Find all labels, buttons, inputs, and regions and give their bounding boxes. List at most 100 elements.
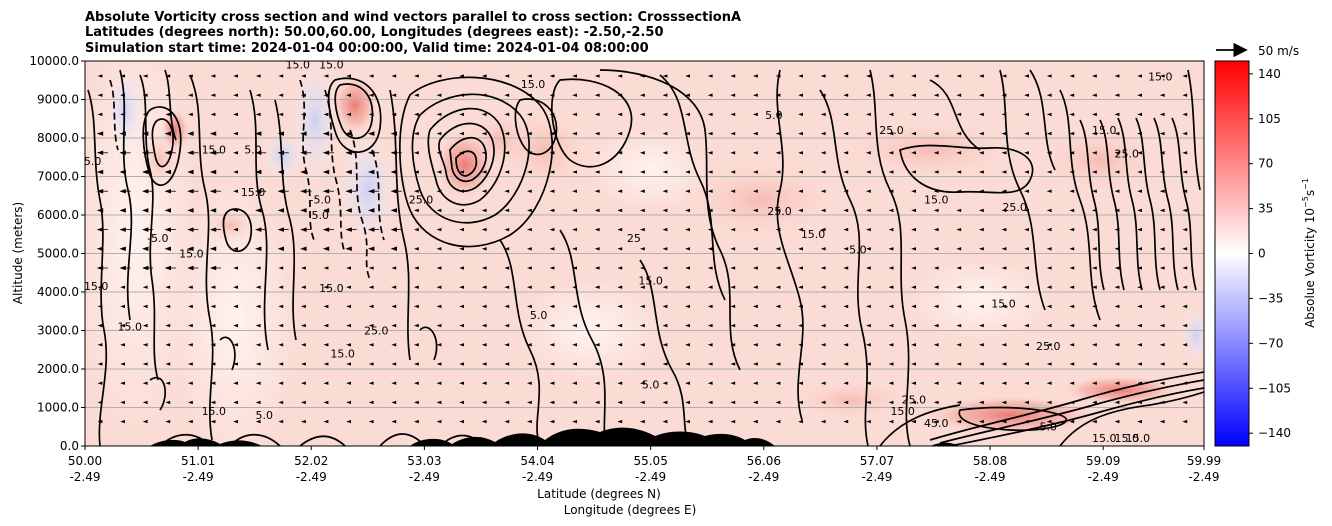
wind-vector	[640, 400, 645, 405]
wind-vector	[594, 362, 600, 366]
wind-vector	[888, 131, 894, 136]
wind-vector	[188, 419, 193, 424]
wind-vector	[1046, 247, 1052, 251]
wind-vector	[1069, 151, 1075, 155]
wind-vector	[843, 266, 849, 270]
wind-vector	[753, 151, 758, 155]
wind-vector	[527, 266, 532, 270]
wind-vector	[1046, 343, 1052, 347]
wind-vector	[979, 362, 984, 366]
contour-label: 15.0	[202, 405, 227, 418]
wind-vector	[956, 362, 962, 366]
y-tick-label: 4000.0	[37, 285, 79, 299]
wind-vector	[572, 131, 577, 136]
wind-vector	[209, 246, 217, 252]
wind-vector	[572, 112, 577, 117]
wind-vector	[142, 246, 149, 252]
wind-vector	[120, 400, 125, 405]
wind-vector	[1114, 285, 1120, 289]
wind-vector	[345, 169, 352, 175]
wind-vector	[436, 362, 442, 366]
wind-vector	[662, 323, 668, 328]
wind-vector	[911, 247, 916, 251]
contour-label: 5.0	[765, 109, 783, 122]
wind-vector	[1114, 343, 1120, 347]
wind-vector	[301, 362, 306, 366]
wind-vector	[345, 246, 352, 252]
wind-vector	[233, 323, 238, 328]
wind-vector	[188, 343, 193, 347]
x-tick-label-lon: -2.49	[748, 470, 779, 484]
wind-vector	[640, 247, 645, 251]
wind-vector	[707, 151, 713, 155]
wind-vector	[549, 285, 555, 289]
wind-vector	[1001, 381, 1007, 385]
wind-vector	[1092, 151, 1097, 155]
wind-vector	[346, 400, 351, 405]
wind-vector	[1092, 266, 1097, 270]
wind-vector	[685, 93, 690, 97]
wind-vector	[1159, 208, 1165, 213]
contour-label: 15.0	[890, 405, 915, 418]
wind-vector	[322, 246, 330, 252]
wind-vector	[368, 208, 375, 213]
wind-vector	[685, 74, 690, 78]
wind-vector	[165, 304, 171, 309]
wind-vector	[933, 74, 939, 78]
contour-label: 15.0	[319, 59, 344, 72]
wind-vector	[662, 362, 668, 366]
wind-vector	[685, 112, 690, 117]
wind-vector	[753, 247, 758, 251]
wind-vector	[1069, 227, 1075, 232]
wind-vector	[345, 188, 352, 194]
wind-vector	[1182, 208, 1188, 213]
wind-vector	[866, 189, 871, 193]
contour-label: 5.0	[255, 409, 273, 422]
wind-vector	[820, 304, 826, 309]
wind-vector	[1114, 74, 1120, 78]
wind-vector	[527, 362, 532, 366]
contour-label: 5.0	[530, 309, 548, 322]
wind-vector	[504, 400, 510, 405]
wind-vector	[1092, 343, 1097, 347]
wind-vector	[322, 169, 330, 175]
wind-vector	[866, 304, 871, 309]
wind-vector	[753, 343, 758, 347]
wind-vector	[888, 362, 894, 366]
wind-vector	[1114, 381, 1120, 385]
wind-vector	[640, 419, 645, 424]
wind-vector	[301, 304, 306, 309]
wind-vector	[1001, 285, 1007, 289]
wind-vector	[1024, 227, 1029, 232]
wind-vector	[594, 266, 600, 270]
wind-vector	[188, 400, 193, 405]
wind-vector	[188, 93, 193, 97]
wind-vector	[775, 151, 781, 155]
wind-vector	[1001, 247, 1007, 251]
wind-vector	[187, 246, 194, 252]
x-tick-label-lat: 58.08	[973, 454, 1007, 468]
wind-vector	[1092, 131, 1097, 136]
wind-vector	[1182, 400, 1188, 405]
wind-vector	[775, 362, 781, 366]
wind-vector	[594, 112, 600, 117]
wind-vector	[1182, 362, 1188, 366]
wind-vector	[617, 131, 623, 136]
wind-vector	[504, 343, 510, 347]
wind-vector	[640, 227, 645, 232]
wind-vector	[436, 419, 442, 424]
wind-vector	[753, 170, 758, 174]
wind-vector	[843, 362, 849, 366]
wind-vector	[956, 208, 962, 213]
wind-vector	[798, 323, 803, 328]
wind-vector	[459, 381, 464, 385]
wind-vector	[640, 362, 645, 366]
wind-vector	[1001, 151, 1007, 155]
contour-label: 5.0	[1040, 421, 1058, 434]
wind-vector	[300, 131, 307, 136]
wind-vector	[911, 208, 916, 213]
wind-vector	[459, 304, 464, 309]
wind-vector	[820, 400, 826, 405]
y-tick-label: 5000.0	[37, 247, 79, 261]
wind-vector	[1182, 170, 1188, 174]
